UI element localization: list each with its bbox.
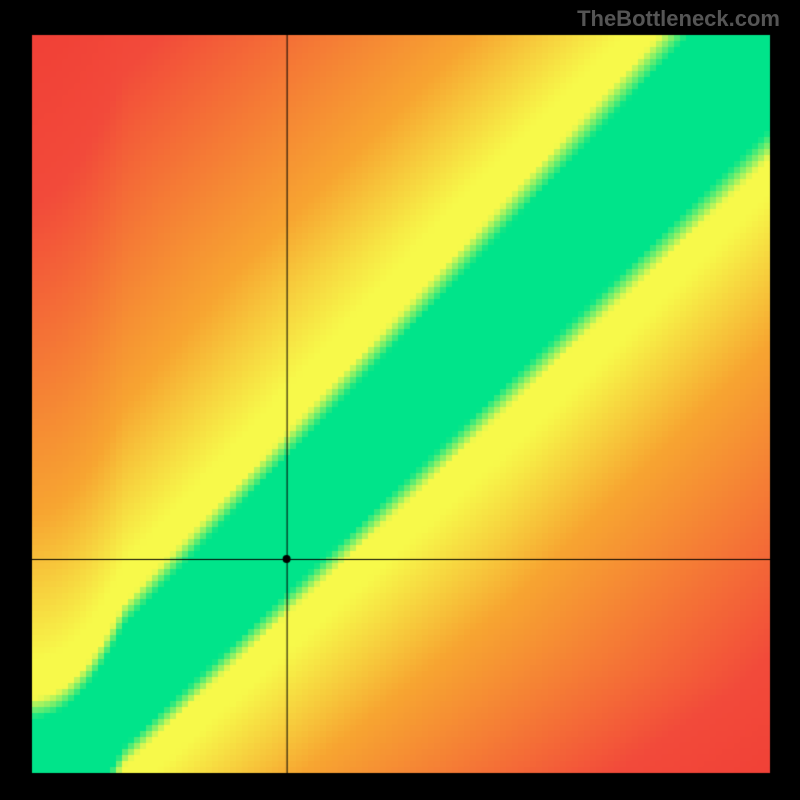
bottleneck-heatmap [0, 0, 800, 800]
watermark-label: TheBottleneck.com [577, 6, 780, 32]
chart-container: TheBottleneck.com [0, 0, 800, 800]
